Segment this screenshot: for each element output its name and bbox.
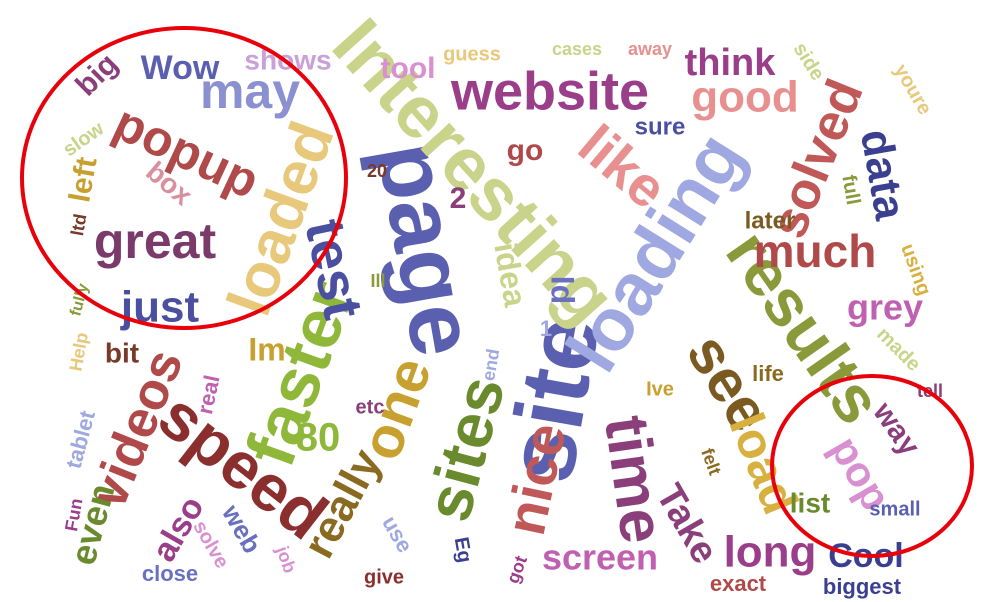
word-exact: exact <box>710 571 767 596</box>
word-much: much <box>754 225 877 277</box>
word-website: website <box>450 61 649 121</box>
word-just: just <box>120 283 200 332</box>
word-biggest: biggest <box>823 574 902 599</box>
word-help: Help <box>66 331 92 373</box>
word-sure: sure <box>635 113 686 140</box>
word-grey: grey <box>847 287 923 328</box>
word-screen: screen <box>542 537 658 578</box>
word-slow: slow <box>59 117 108 161</box>
word-cases: cases <box>552 39 602 59</box>
word-etc: etc <box>356 396 385 418</box>
word-1: 1 <box>540 316 552 341</box>
word-wow: Wow <box>141 49 220 87</box>
word-2: 2 <box>450 182 467 215</box>
word-small: small <box>869 498 920 520</box>
annotation-circle-left <box>20 26 348 330</box>
word-life: life <box>752 361 784 386</box>
word-ltd: ltd <box>67 212 91 237</box>
word-away: away <box>628 39 672 59</box>
word-go: go <box>507 134 544 167</box>
annotation-circle-right <box>770 374 974 558</box>
word-ive: Ive <box>646 378 674 400</box>
word-eg: Eg <box>450 535 476 564</box>
word-data: data <box>851 126 915 224</box>
word-list: list <box>790 487 830 518</box>
word-im: Im <box>248 331 285 367</box>
word-think: think <box>685 42 777 84</box>
word-got: got <box>503 553 531 586</box>
word-long: long <box>724 528 817 577</box>
word-made: made <box>872 323 925 376</box>
word-20: 20 <box>367 161 387 181</box>
word-big: big <box>69 47 124 102</box>
word-give: give <box>364 566 404 588</box>
word-youre: youre <box>889 61 935 119</box>
word-felt: felt <box>697 445 725 477</box>
word-full: full <box>837 173 864 206</box>
word-80: 80 <box>296 416 341 460</box>
word-great: great <box>94 213 217 269</box>
word-use: use <box>377 511 418 556</box>
word-later: later <box>745 207 796 234</box>
word-tool: tool <box>381 52 436 85</box>
word-guess: guess <box>443 43 501 65</box>
word-ill: Ill <box>370 271 385 291</box>
word-close: close <box>142 561 198 586</box>
word-bit: bit <box>105 337 139 368</box>
word-shows: shows <box>244 44 331 75</box>
word-may: may <box>200 63 300 119</box>
word-left: left <box>63 155 103 205</box>
word-id: Id <box>545 276 581 304</box>
word-end: end <box>478 347 503 382</box>
word-good: good <box>691 73 799 122</box>
